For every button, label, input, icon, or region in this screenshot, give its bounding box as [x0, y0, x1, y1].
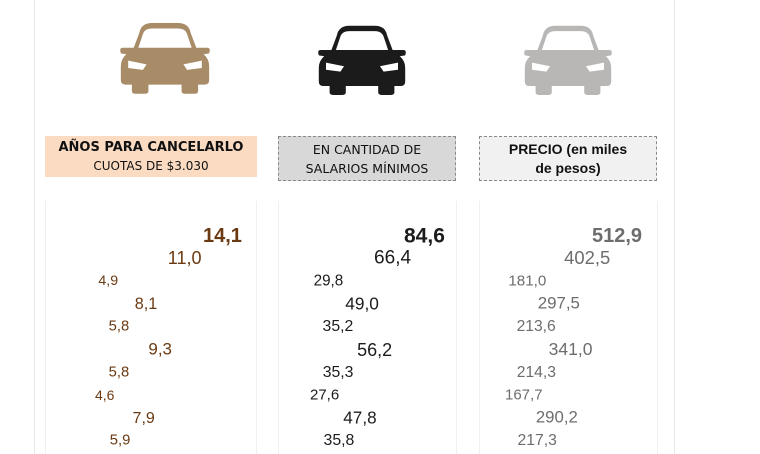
- years-value: 11,0: [167, 247, 202, 268]
- wages-column: [278, 201, 457, 454]
- frame-right-line: [674, 0, 675, 454]
- price-value: 213,6: [516, 318, 556, 336]
- years-value: 8,1: [134, 294, 158, 313]
- wages-value: 66,4: [373, 247, 412, 269]
- price-column: [479, 201, 658, 454]
- years-header: AÑOS PARA CANCELARLO CUOTAS DE $3.030: [45, 136, 257, 177]
- car-icon: [120, 22, 210, 94]
- years-column: [45, 201, 257, 454]
- years-value: 5,8: [108, 318, 130, 335]
- years-value: 4,9: [98, 272, 119, 289]
- price-header-line1: PRECIO (en miles: [508, 140, 628, 157]
- wages-value: 35,8: [323, 432, 355, 450]
- years-header-title: AÑOS PARA CANCELARLO: [58, 139, 244, 155]
- price-header-line2: de pesos): [535, 159, 601, 176]
- wages-header-line1: EN CANTIDAD DE: [312, 141, 422, 157]
- wages-value: 49,0: [345, 293, 379, 314]
- frame-left-line: [34, 0, 35, 454]
- price-value: 167,7: [505, 386, 543, 404]
- price-value: 217,3: [517, 432, 557, 450]
- years-value: 5,9: [109, 432, 131, 449]
- wages-value: 35,2: [322, 318, 354, 336]
- years-value: 4,6: [95, 387, 115, 403]
- price-value: 181,0: [508, 272, 547, 290]
- wages-header-line2: SALARIOS MÍNIMOS: [305, 160, 429, 176]
- wages-value: 47,8: [343, 408, 377, 428]
- years-value: 5,8: [108, 364, 130, 381]
- price-value: 297,5: [537, 293, 580, 313]
- wages-value: 29,8: [313, 272, 344, 290]
- wages-header: EN CANTIDAD DE SALARIOS MÍNIMOS: [278, 136, 456, 181]
- years-value: 9,3: [148, 339, 172, 359]
- years-value: 14,1: [203, 225, 242, 247]
- wages-value: 56,2: [357, 339, 393, 360]
- wages-value: 84,6: [404, 224, 445, 248]
- price-value: 290,2: [535, 407, 578, 427]
- price-value: 214,3: [516, 364, 556, 382]
- years-header-subtitle: CUOTAS DE $3.030: [93, 158, 209, 173]
- price-value: 512,9: [592, 225, 643, 247]
- car-icon: [318, 25, 406, 96]
- car-icon: [524, 25, 612, 96]
- years-value: 7,9: [132, 408, 155, 427]
- wages-value: 27,6: [310, 386, 340, 404]
- price-value: 402,5: [564, 246, 611, 268]
- price-header: PRECIO (en miles de pesos): [479, 136, 657, 181]
- wages-value: 35,3: [322, 364, 354, 382]
- price-value: 341,0: [548, 339, 593, 360]
